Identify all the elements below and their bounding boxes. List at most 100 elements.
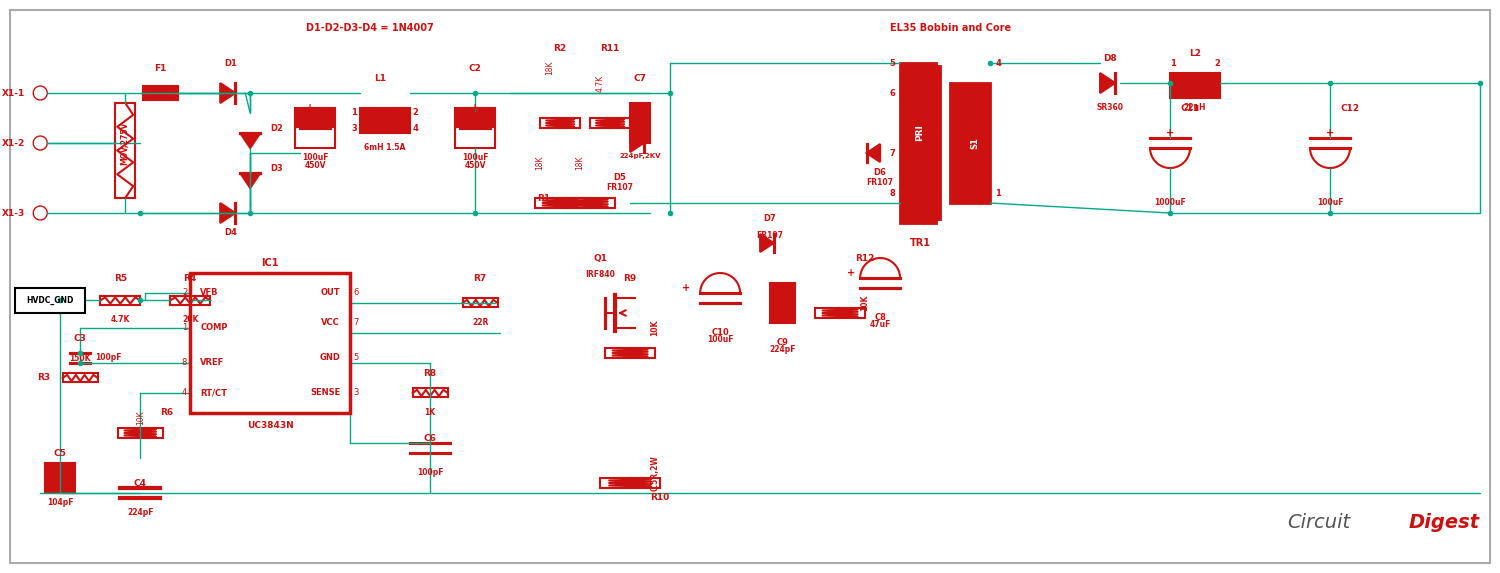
Text: UC3843N: UC3843N [248,421,294,430]
Text: D7: D7 [764,214,777,223]
Bar [604,348,656,358]
Text: RT/CT: RT/CT [200,388,226,398]
Text: R8: R8 [423,369,436,378]
Bar [116,103,135,198]
Bar [950,83,990,203]
Text: Circuit: Circuit [1287,513,1350,532]
Polygon shape [760,234,774,252]
Text: L1: L1 [374,74,386,83]
Bar [454,108,495,148]
Text: D8: D8 [1102,54,1118,63]
Text: 5: 5 [890,58,896,68]
Text: 4: 4 [413,124,419,133]
Text: +: + [306,103,315,113]
Bar [100,296,140,305]
Bar [1170,73,1219,98]
Polygon shape [240,133,260,148]
Text: SR360: SR360 [1096,103,1124,112]
Bar [117,428,162,438]
Text: EL35 Bobbin and Core: EL35 Bobbin and Core [890,23,1011,33]
Text: 224pF,2KV: 224pF,2KV [620,153,662,159]
Text: C10: C10 [711,328,729,337]
Text: X1-1: X1-1 [2,89,26,97]
Text: R10: R10 [650,493,669,502]
Text: 4: 4 [994,58,1000,68]
Text: GND: GND [320,354,340,363]
Text: D1: D1 [224,59,237,68]
Text: C5: C5 [54,449,66,458]
Text: FR107: FR107 [606,183,633,192]
Text: 1: 1 [351,108,357,117]
Text: 10K: 10K [650,320,658,336]
Text: +: + [1326,128,1334,138]
Bar [15,288,86,313]
Text: R7: R7 [474,274,488,283]
Text: R12: R12 [855,253,874,262]
Text: S1: S1 [970,137,980,149]
Text: MOV,275V: MOV,275V [120,121,129,164]
Text: C12: C12 [1341,104,1359,113]
Text: OUT: OUT [321,288,340,297]
Text: FR107: FR107 [756,231,783,240]
Text: R5: R5 [114,274,128,283]
Text: C9: C9 [777,338,789,347]
Text: 1: 1 [1170,59,1176,68]
Text: 224pF: 224pF [770,345,796,354]
Text: X1-2: X1-2 [2,139,26,147]
Text: F1: F1 [154,64,166,73]
Text: 100uF: 100uF [706,335,734,344]
Bar [142,86,177,100]
Text: 0.5R,2W: 0.5R,2W [650,455,658,491]
Text: R4: R4 [183,274,196,283]
Text: D4: D4 [224,228,237,237]
Text: +: + [471,103,478,113]
Text: C4: C4 [134,479,147,488]
Bar [462,299,498,308]
Text: 6: 6 [890,89,896,97]
Text: 3: 3 [351,124,357,133]
Text: 7: 7 [352,319,358,328]
Bar [360,108,410,133]
Bar [413,388,447,398]
Text: TR1: TR1 [909,238,930,248]
Bar [63,374,98,383]
Text: 5: 5 [352,354,358,363]
Polygon shape [240,173,260,188]
Polygon shape [220,203,236,223]
Text: 8: 8 [182,359,188,367]
Text: R6: R6 [160,409,174,418]
Text: L2: L2 [1190,49,1202,58]
Text: 1K: 1K [424,408,435,417]
Bar [45,463,75,493]
Text: D6: D6 [873,168,886,177]
Text: Q1: Q1 [592,254,608,263]
Bar [536,198,585,208]
Text: 100pF: 100pF [417,468,444,477]
Text: 1: 1 [182,324,188,332]
Text: +: + [847,268,855,278]
Text: 6: 6 [352,288,358,297]
Text: C7: C7 [633,74,646,83]
Bar [815,308,866,318]
Text: 3: 3 [352,388,358,398]
Text: +: + [682,283,690,293]
Text: PRI: PRI [915,124,924,142]
Text: 4.7K: 4.7K [596,74,604,92]
Bar [770,283,795,323]
Bar [296,108,334,148]
Bar [600,478,660,488]
Text: 18K: 18K [536,156,544,170]
Bar [590,118,630,128]
Text: +: + [1166,128,1174,138]
Text: COMP: COMP [200,324,228,332]
Text: 47uF: 47uF [870,320,891,329]
Text: 18K: 18K [546,61,555,75]
Text: C8: C8 [874,313,886,322]
Polygon shape [867,144,880,162]
Text: C6: C6 [423,434,436,443]
Text: 100uF: 100uF [302,153,328,162]
Text: R3: R3 [38,374,50,383]
Text: 20K: 20K [182,315,198,324]
Text: 100uF: 100uF [1317,198,1344,207]
Text: 100uF: 100uF [462,153,489,162]
